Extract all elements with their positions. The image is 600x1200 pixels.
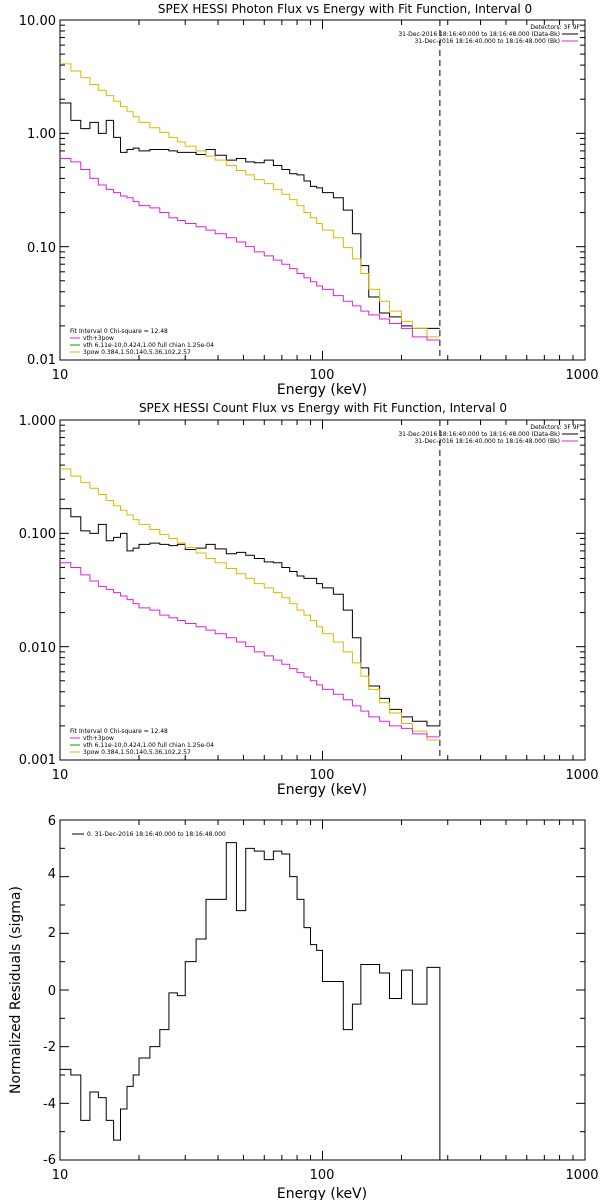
count-flux-ytick-0-1: 0.100: [19, 527, 56, 542]
photon-flux-xtick-100: 100: [310, 368, 335, 383]
photon-flux-panel: SPEX HESSI Photon Flux vs Energy with Fi…: [19, 2, 599, 398]
count-flux-legend-title: Detectors: 3F 9F: [530, 424, 580, 431]
photon-flux-ytick-0-1: 0.10: [27, 241, 56, 256]
residuals-ytick-minus-2: -2: [43, 1040, 56, 1055]
count-flux-fit-entry-1: vth+3pow: [83, 735, 114, 742]
photon-flux-ytick-1: 1.00: [27, 127, 56, 142]
count-flux-fit-entry-3: 3pow 0.384,1.50,140,5.36,102,2.57: [83, 749, 191, 756]
count-flux-fit-title: Fit Interval 0 Chi-square = 12.48: [70, 728, 168, 735]
photon-flux-ytick-0-01: 0.01: [27, 353, 56, 368]
photon-flux-legend-title: Detectors: 3F 9F: [530, 24, 580, 31]
count-flux-xlabel: Energy (keV): [277, 782, 367, 798]
count-flux-title: SPEX HESSI Count Flux vs Energy with Fit…: [139, 401, 507, 415]
residuals-ytick-0: 0: [48, 984, 56, 999]
count-flux-data-series: [60, 508, 440, 727]
photon-flux-fit-entry-1: vth+3pow: [83, 335, 114, 342]
residuals-series: [60, 842, 441, 1160]
photon-flux-ticks: [59, 20, 585, 361]
photon-flux-model-series: [60, 63, 440, 338]
residuals-panel: 6 4 2 0 -2 -4 -6 10 100 1000 Energy (keV…: [8, 814, 599, 1200]
residuals-ticks: [59, 819, 585, 1161]
count-flux-legend-entry-1: 31-Dec-2016 18:16:40.000 to 18:16:48.000…: [398, 431, 560, 438]
count-flux-panel: SPEX HESSI Count Flux vs Energy with Fit…: [19, 401, 599, 798]
count-flux-model-series: [60, 468, 440, 741]
count-flux-xtick-1000: 1000: [565, 768, 598, 783]
count-flux-ytick-1: 1.000: [19, 414, 56, 429]
residuals-ytick-minus-4: -4: [43, 1097, 56, 1112]
photon-flux-data-series: [60, 102, 440, 329]
photon-flux-xtick-10: 10: [52, 368, 69, 383]
residuals-ytick-6: 6: [48, 814, 56, 829]
residuals-xtick-100: 100: [310, 1168, 335, 1183]
residuals-legend-entry: 0. 31-Dec-2016 18:16:40.000 to 18:16:48.…: [87, 831, 226, 838]
photon-flux-fit-entry-2: vth 6.11e-10,0.424,1.00 full chian 1.25e…: [83, 342, 214, 349]
count-flux-background-series: [60, 562, 440, 738]
photon-flux-title: SPEX HESSI Photon Flux vs Energy with Fi…: [158, 2, 532, 16]
residuals-ylabel: Normalized Residuals (sigma): [8, 886, 24, 1094]
photon-flux-fit-entry-3: 3pow 0.384,1.50,140,5.36,102,2.57: [83, 349, 191, 356]
count-flux-xtick-10: 10: [52, 768, 69, 783]
residuals-ytick-4: 4: [48, 867, 56, 882]
photon-flux-background-series: [60, 157, 440, 341]
residuals-xlabel: Energy (keV): [277, 1186, 367, 1200]
count-flux-ytick-0-001: 0.001: [19, 753, 56, 768]
count-flux-ticks: [59, 420, 585, 761]
photon-flux-xtick-1000: 1000: [565, 368, 598, 383]
photon-flux-fit-title: Fit Interval 0 Chi-square = 12.48: [70, 328, 168, 335]
count-flux-fit-entry-2: vth 6.11e-10,0.424,1.00 full chian 1.25e…: [83, 742, 214, 749]
photon-flux-legend-entry-2: 31-Dec-2016 18:16:40.000 to 18:16:48.000…: [415, 38, 560, 45]
photon-flux-ytick-10: 10.00: [19, 14, 56, 29]
count-flux-legend-entry-2: 31-Dec-2016 18:16:40.000 to 18:16:48.000…: [415, 438, 560, 445]
residuals-xtick-1000: 1000: [565, 1168, 598, 1183]
photon-flux-legend-entry-1: 31-Dec-2016 18:16:40.000 to 18:16:48.000…: [398, 31, 560, 38]
residuals-ytick-2: 2: [48, 926, 56, 941]
residuals-xtick-10: 10: [52, 1168, 69, 1183]
count-flux-ytick-0-01: 0.010: [19, 641, 56, 656]
residuals-ytick-minus-6: -6: [43, 1153, 56, 1168]
photon-flux-xlabel: Energy (keV): [277, 382, 367, 398]
count-flux-xtick-100: 100: [310, 768, 335, 783]
